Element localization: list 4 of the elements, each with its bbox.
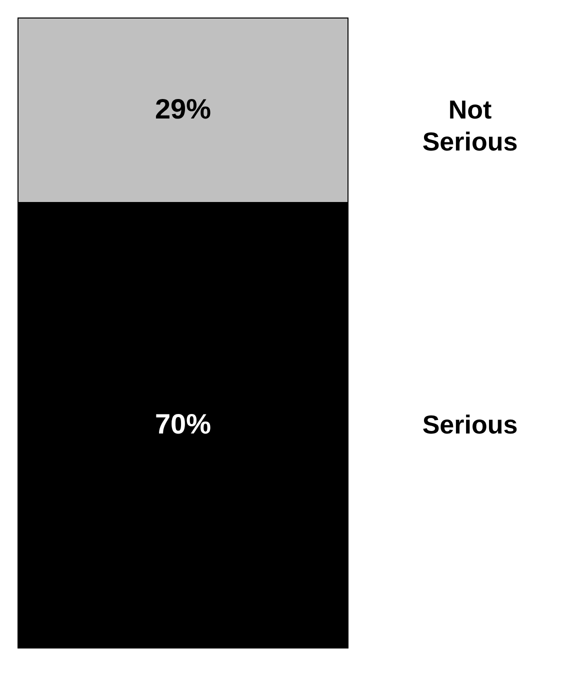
data-label: 29% bbox=[154, 93, 212, 124]
text: Serious bbox=[422, 409, 518, 440]
text: Not Serious bbox=[422, 94, 518, 156]
data-label: 70% bbox=[154, 408, 212, 440]
